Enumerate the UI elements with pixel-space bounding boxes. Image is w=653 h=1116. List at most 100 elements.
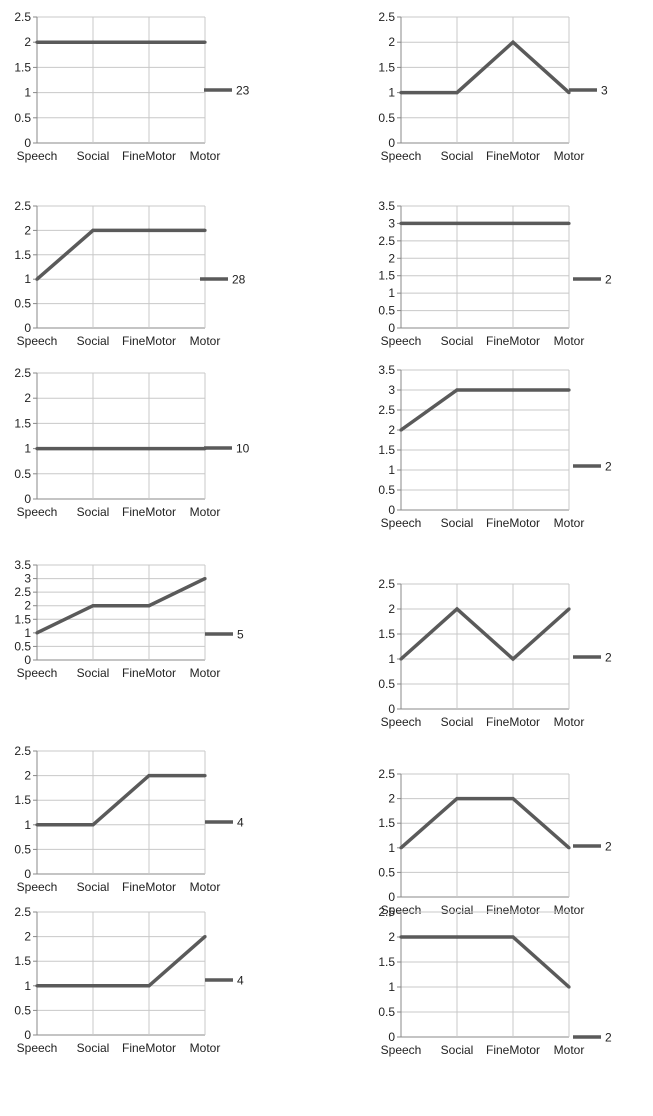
legend-label: 4 [237, 974, 244, 988]
x-tick-label: Speech [381, 903, 422, 917]
x-tick-label: FineMotor [122, 1041, 176, 1055]
y-tick-label: 1 [24, 818, 31, 832]
legend-label: 10 [236, 442, 250, 456]
y-tick-label: 0 [388, 321, 395, 335]
legend-label: 2 [605, 1031, 612, 1045]
data-point [203, 774, 207, 778]
data-point [511, 221, 515, 226]
y-tick-label: 2 [388, 602, 395, 616]
y-tick-label: 0.5 [14, 1003, 31, 1017]
y-tick-label: 1 [388, 652, 395, 666]
x-tick-label: Social [441, 1043, 474, 1057]
x-tick-label: FineMotor [122, 666, 176, 680]
series-line [399, 796, 571, 850]
data-point [203, 935, 207, 939]
line-chart: 0 0.5 1 1.5 2 2.5 Speech Social FineMotor Motor 3 [378, 10, 608, 163]
y-tick-label: 2.5 [378, 403, 395, 417]
data-point [455, 797, 459, 801]
y-tick-label: 0 [388, 890, 395, 904]
y-tick-label: 0.5 [14, 639, 31, 653]
y-tick-label: 3 [24, 572, 31, 586]
series-line [36, 576, 206, 635]
data-point [91, 604, 95, 608]
line-chart: 0 0.5 1 1.5 2 2.5 Speech Social FineMotor Motor 4 [14, 744, 244, 894]
data-point [35, 823, 39, 827]
data-point [567, 91, 571, 95]
y-tick-label: 2.5 [378, 577, 395, 591]
x-tick-label: FineMotor [122, 149, 176, 163]
x-tick-label: Motor [190, 1041, 221, 1055]
x-tick-label: Motor [554, 1043, 585, 1057]
series-line [401, 935, 571, 989]
y-tick-label: 0.5 [378, 111, 395, 125]
y-tick-label: 0 [24, 136, 31, 150]
y-tick-label: 0.5 [14, 297, 31, 311]
data-point [399, 657, 403, 661]
y-tick-label: 0 [388, 136, 395, 150]
data-point [91, 823, 95, 827]
x-tick-label: FineMotor [122, 880, 176, 894]
y-tick-label: 0.5 [378, 865, 395, 879]
x-tick-label: Social [441, 149, 474, 163]
y-tick-label: 3 [388, 383, 395, 397]
y-tick-label: 1.5 [14, 954, 31, 968]
x-tick-label: Speech [381, 334, 422, 348]
x-tick-label: Speech [381, 516, 422, 530]
y-tick-label: 3.5 [14, 558, 31, 572]
x-tick-label: Speech [381, 715, 422, 729]
data-point [455, 91, 459, 95]
y-tick-label: 3 [388, 216, 395, 230]
line-chart: 0 0.5 1 1.5 2 2.5 Speech Social FineMotor Motor 23 [14, 10, 249, 163]
y-tick-label: 0 [24, 1028, 31, 1042]
legend-label: 4 [237, 816, 244, 830]
x-tick-label: Speech [381, 149, 422, 163]
y-tick-label: 1 [388, 463, 395, 477]
data-point [567, 221, 571, 226]
y-tick-label: 0 [24, 321, 31, 335]
legend-label: 2 [605, 651, 612, 665]
x-tick-label: Social [77, 334, 110, 348]
legend-label: 3 [601, 84, 608, 98]
x-tick-label: FineMotor [486, 1043, 540, 1057]
series-line [37, 773, 205, 827]
data-point [567, 846, 571, 850]
data-point [399, 221, 403, 226]
y-tick-label: 0 [388, 503, 395, 517]
x-tick-label: Motor [554, 334, 585, 348]
y-tick-label: 0 [388, 702, 395, 716]
y-tick-label: 2 [24, 769, 31, 783]
data-point [91, 40, 95, 44]
legend-label: 2 [605, 460, 612, 474]
x-tick-label: Motor [554, 516, 585, 530]
y-tick-label: 1.5 [378, 816, 395, 830]
y-tick-label: 1.5 [378, 627, 395, 641]
y-tick-label: 3.5 [378, 199, 395, 213]
y-tick-label: 2 [388, 423, 395, 437]
y-tick-label: 0.5 [378, 483, 395, 497]
y-tick-label: 1 [388, 86, 395, 100]
x-tick-label: FineMotor [486, 516, 540, 530]
y-tick-label: 1 [24, 86, 31, 100]
y-tick-label: 3.5 [378, 363, 395, 377]
series-line [399, 606, 571, 662]
data-point [147, 447, 151, 451]
series-line [401, 39, 571, 95]
x-tick-label: Motor [190, 149, 221, 163]
data-point [455, 607, 459, 611]
x-tick-label: FineMotor [486, 149, 540, 163]
data-point [455, 221, 459, 226]
data-point [567, 607, 571, 611]
x-tick-label: Motor [190, 334, 221, 348]
data-point [567, 985, 571, 989]
y-tick-label: 1.5 [378, 269, 395, 283]
x-tick-label: Motor [190, 666, 221, 680]
x-tick-label: Social [441, 334, 474, 348]
x-tick-label: Social [77, 149, 110, 163]
y-tick-label: 2 [388, 930, 395, 944]
y-tick-label: 2 [388, 251, 395, 265]
data-point [147, 40, 151, 44]
data-point [147, 774, 151, 778]
data-point [511, 40, 515, 44]
y-tick-label: 1 [24, 442, 31, 456]
